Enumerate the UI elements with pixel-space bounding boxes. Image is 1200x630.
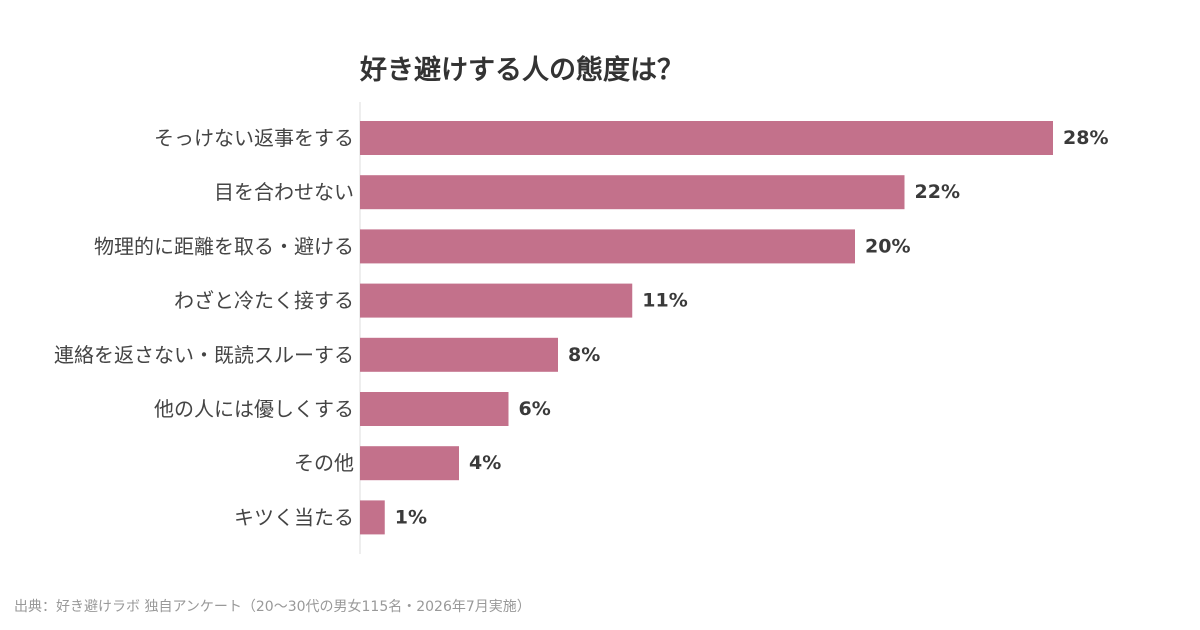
value-label-4: 8%	[568, 344, 600, 366]
value-label-7: 1%	[395, 506, 427, 528]
bars-group: そっけない返事をする 28% 目を合わせない 22% 物理的に距離を取る・避ける 20% わ…	[54, 121, 1108, 535]
bar-6	[360, 446, 459, 481]
category-label-0: そっけない返事をする	[154, 126, 354, 150]
chart-title: 好き避けする人の態度は？	[360, 55, 684, 86]
bar-1	[360, 175, 905, 210]
bar-5	[360, 392, 509, 426]
category-label-1: 目を合わせない	[214, 180, 354, 204]
value-label-5: 6%	[519, 398, 551, 420]
category-label-2: 物理的に距離を取る・避ける	[94, 234, 354, 258]
category-label-7: キツく当たる	[234, 505, 354, 529]
category-label-3: わざと冷たく接する	[174, 289, 354, 313]
category-label-4: 連絡を返さない・既読スルーする	[54, 343, 354, 367]
bar-4	[360, 337, 558, 372]
value-label-2: 20%	[865, 235, 910, 257]
value-label-1: 22%	[915, 181, 960, 203]
value-label-0: 28%	[1063, 127, 1108, 149]
bar-7	[360, 500, 385, 535]
value-label-3: 11%	[642, 290, 687, 312]
category-label-5: 他の人には優しくする	[154, 397, 354, 421]
bar-0	[360, 121, 1053, 155]
value-label-6: 4%	[469, 452, 501, 474]
source-note: 出典：好き避けラボ 独自アンケート（20〜30代の男女115名・2026年7月実…	[14, 599, 531, 615]
bar-2	[360, 229, 855, 264]
bar-3	[360, 283, 633, 318]
category-label-6: その他	[294, 451, 354, 475]
